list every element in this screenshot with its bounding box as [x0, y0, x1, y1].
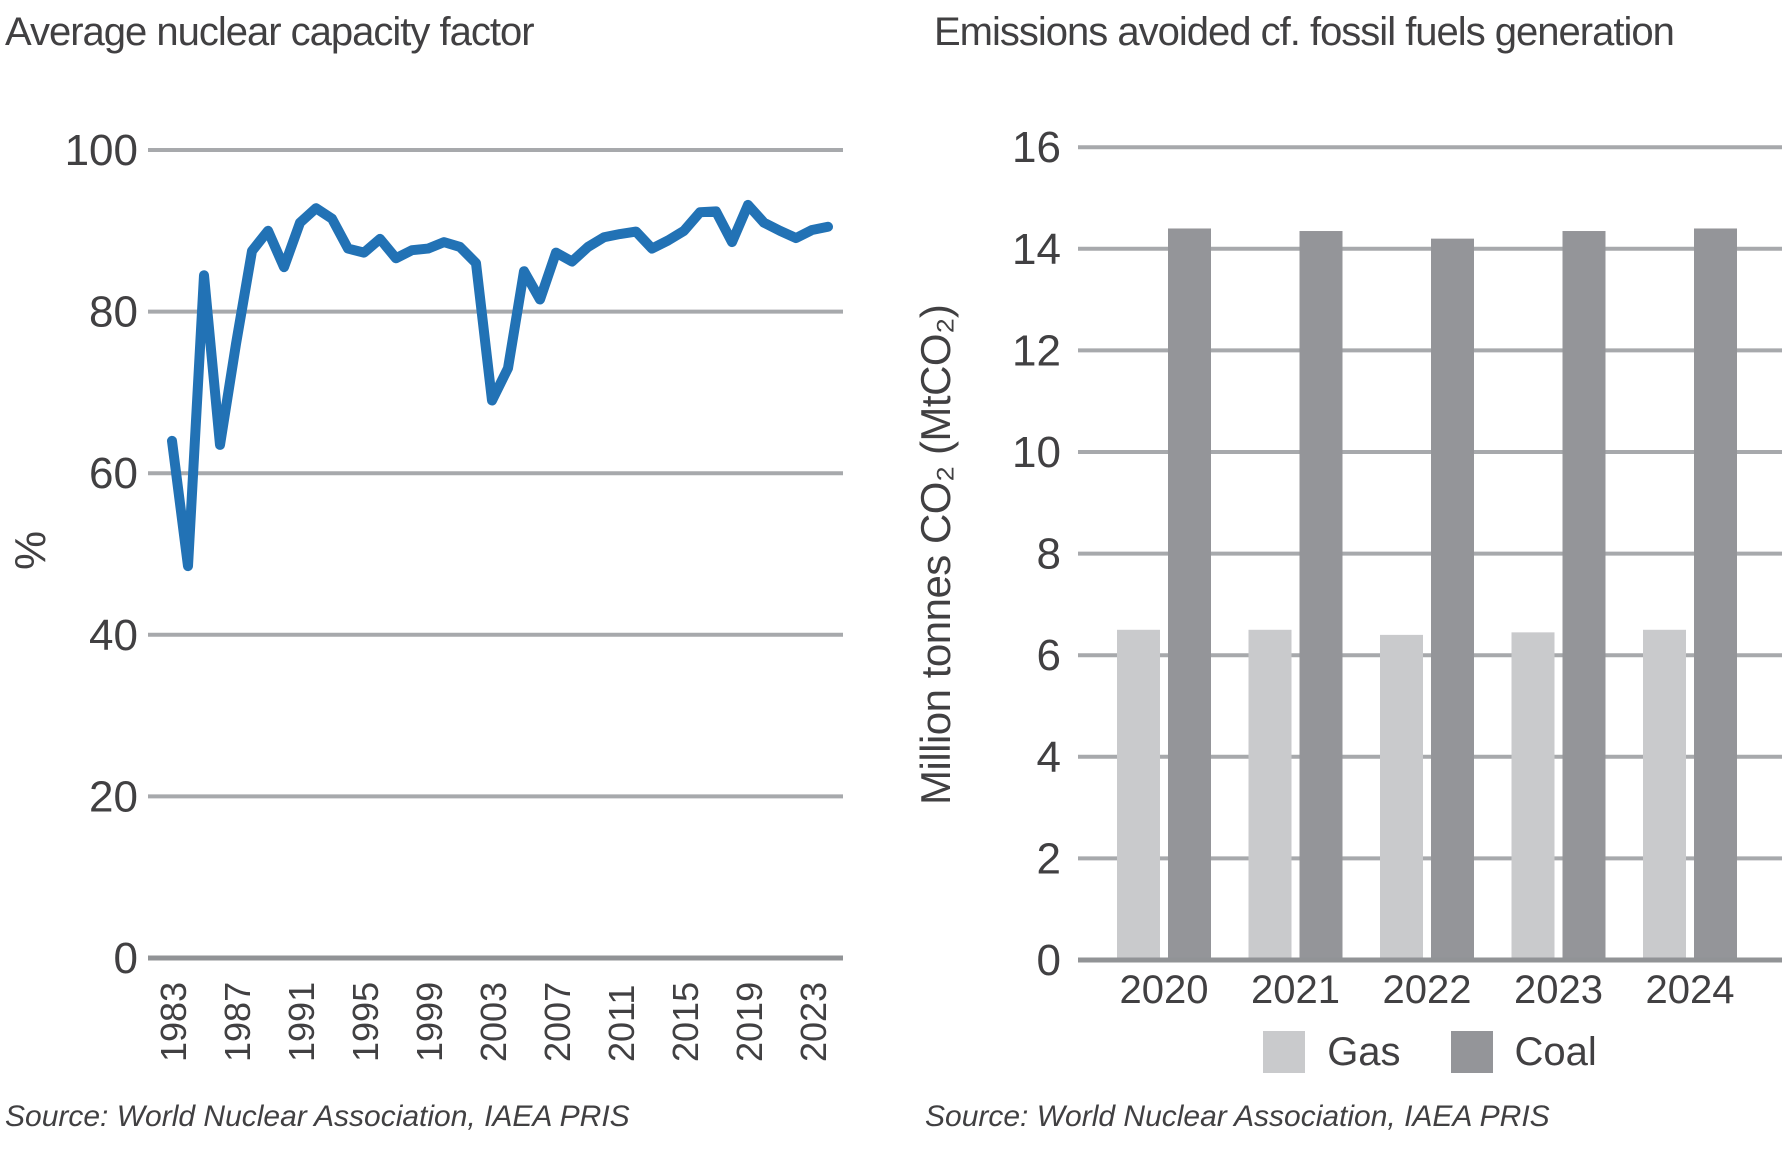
- right-chart-source: Source: World Nuclear Association, IAEA …: [925, 1100, 1550, 1133]
- right-ytick-14: 14: [1012, 225, 1061, 274]
- coal-legend-label: Coal: [1514, 1029, 1597, 1074]
- left-ytick-80: 80: [89, 288, 138, 337]
- capacity-factor-line-chart: 0 20 40 60 80 100 1983 1987 1991 1995 1999 2003 2007…: [65, 126, 843, 1062]
- right-chart-title: Emissions avoided cf. fossil fuels gener…: [934, 10, 1675, 54]
- legend-item-gas: Gas: [1263, 1029, 1401, 1075]
- left-ytick-60: 60: [89, 449, 138, 498]
- gas-legend-label: Gas: [1327, 1029, 1401, 1074]
- left-ytick-40: 40: [89, 611, 138, 660]
- left-xtick-2023: 2023: [793, 982, 834, 1062]
- gas-bar-2023: [1511, 632, 1555, 960]
- bar-chart-legend: Gas Coal: [1078, 1028, 1782, 1076]
- left-ytick-0: 0: [114, 934, 138, 983]
- right-ytick-6: 6: [1037, 631, 1061, 680]
- right-ytick-12: 12: [1012, 326, 1061, 375]
- left-xtick-1999: 1999: [409, 982, 450, 1062]
- right-ytick-8: 8: [1037, 530, 1061, 579]
- right-xtick-2021: 2021: [1251, 968, 1340, 1012]
- left-xtick-2007: 2007: [537, 982, 578, 1062]
- right-xtick-2024: 2024: [1646, 968, 1735, 1012]
- left-chart-source: Source: World Nuclear Association, IAEA …: [5, 1100, 630, 1133]
- left-xtick-1991: 1991: [281, 982, 322, 1062]
- left-ytick-100: 100: [65, 126, 138, 175]
- right-ytick-2: 2: [1037, 834, 1061, 883]
- right-ytick-4: 4: [1037, 733, 1061, 782]
- right-ytick-0: 0: [1037, 936, 1061, 985]
- left-xtick-2015: 2015: [665, 982, 706, 1062]
- coal-bar-2020: [1168, 228, 1211, 961]
- coal-bar-2024: [1694, 228, 1737, 961]
- left-xtick-1987: 1987: [217, 982, 258, 1062]
- right-xtick-2020: 2020: [1120, 968, 1209, 1012]
- right-y-axis-label: Million tonnes CO₂ (MtCO₂): [912, 304, 959, 806]
- gas-bar-2022: [1380, 634, 1423, 960]
- coal-bar-2022: [1431, 238, 1474, 960]
- left-xtick-1995: 1995: [345, 982, 386, 1062]
- emissions-avoided-bar-chart: 0 2 4 6 8 10 12 14 16 2020 2021 2022 2023 2024: [1012, 123, 1782, 1012]
- left-y-axis-label: %: [6, 530, 55, 570]
- capacity-factor-line: [167, 199, 833, 572]
- right-ytick-16: 16: [1012, 123, 1061, 172]
- left-xtick-2019: 2019: [729, 982, 770, 1062]
- gas-bar-2024: [1643, 629, 1686, 960]
- left-ytick-20: 20: [89, 772, 138, 821]
- right-ytick-10: 10: [1012, 428, 1061, 477]
- right-xtick-2022: 2022: [1383, 968, 1472, 1012]
- legend-item-coal: Coal: [1450, 1029, 1597, 1075]
- gas-bar-2020: [1117, 629, 1160, 960]
- left-xtick-1983: 1983: [153, 982, 194, 1062]
- left-xtick-2011: 2011: [601, 985, 642, 1062]
- coal-swatch-icon: [1450, 1031, 1493, 1073]
- left-xtick-2003: 2003: [473, 982, 514, 1062]
- gas-swatch-icon: [1263, 1031, 1306, 1073]
- left-chart-title: Average nuclear capacity factor: [5, 10, 535, 54]
- gas-bar-2021: [1248, 629, 1292, 960]
- right-xtick-2023: 2023: [1514, 968, 1603, 1012]
- coal-bar-2023: [1562, 231, 1606, 960]
- coal-bar-2021: [1299, 231, 1343, 960]
